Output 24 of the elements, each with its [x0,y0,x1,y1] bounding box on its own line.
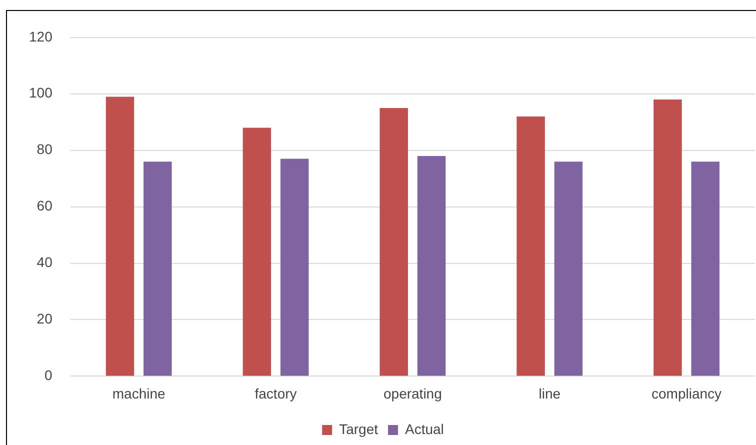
legend-label: Target [339,420,378,437]
bar [280,158,309,376]
bar [554,162,583,376]
legend-label: Actual [405,420,444,437]
x-tick-label: machine [112,385,166,402]
bar [144,162,172,376]
x-tick-label: compliancy [652,385,722,402]
y-tick-label: 0 [44,367,53,384]
bar [106,96,134,376]
y-tick-label: 80 [36,141,53,158]
x-tick-label: factory [254,385,297,402]
x-tick-label: operating [383,385,442,402]
bar [380,108,408,376]
y-tick-label: 120 [29,28,53,44]
bar [242,128,272,376]
y-tick-label: 20 [36,310,53,327]
x-tick-label: line [538,385,561,402]
bar [516,116,545,376]
bar [691,162,720,376]
y-tick-label: 40 [36,254,53,270]
bar [417,156,446,376]
y-tick-label: 60 [36,198,53,214]
y-tick-label: 100 [29,84,53,101]
bar [654,100,682,376]
